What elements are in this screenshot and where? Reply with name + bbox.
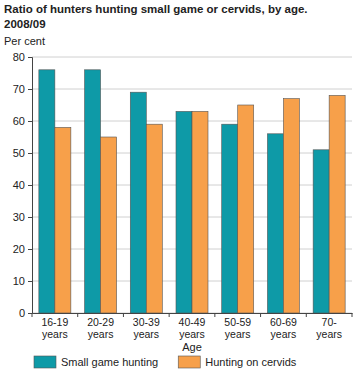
bar (39, 70, 55, 313)
bar (192, 111, 208, 313)
y-axis-title: Per cent (4, 35, 45, 47)
bars (39, 70, 345, 313)
bar (85, 70, 101, 313)
legend-item: Hunting on cervids (178, 356, 297, 368)
legend-label: Small game hunting (61, 356, 158, 368)
y-tick: 80 (13, 51, 32, 63)
y-tick-label: 60 (13, 115, 25, 127)
bar (130, 92, 146, 313)
y-tick: 20 (13, 243, 32, 255)
y-tick-label: 50 (13, 147, 25, 159)
y-axis-line (28, 58, 33, 314)
y-tick-mark (28, 281, 32, 282)
y-tick-mark (28, 249, 32, 250)
y-tick-label: 40 (13, 179, 25, 191)
x-tick: 20-29years (87, 316, 114, 340)
x-separator (32, 313, 33, 317)
y-tick-mark (28, 89, 32, 90)
y-tick-label: 70 (13, 83, 25, 95)
y-tick: 50 (13, 147, 32, 159)
y-tick-label: 0 (19, 307, 25, 319)
x-tick-label: 70-years (316, 316, 342, 340)
x-axis-line (33, 313, 353, 314)
plot: 0 10 20 30 40 50 60 70 80 16-19years 20-29years 30-… (13, 51, 353, 340)
x-tick: 70-years (316, 316, 342, 340)
y-tick-mark (28, 153, 32, 154)
x-separator (123, 313, 124, 317)
legend-item: Small game hunting (34, 356, 158, 368)
y-tick: 30 (13, 211, 32, 223)
legend-label: Hunting on cervids (205, 356, 297, 368)
y-tick-label: 30 (13, 211, 25, 223)
legend-swatch (34, 356, 56, 368)
x-tick: 16-19years (41, 316, 68, 340)
y-tick-label: 20 (13, 243, 25, 255)
grid (32, 57, 352, 313)
bar (101, 137, 117, 313)
x-separator (352, 313, 353, 317)
legend-swatch (178, 356, 200, 368)
y-tick-label: 80 (13, 51, 25, 63)
y-tick: 40 (13, 179, 32, 191)
x-tick: 40-49years (179, 316, 206, 340)
y-tick: 60 (13, 115, 32, 127)
x-separator (214, 313, 215, 317)
y-tick-mark (28, 121, 32, 122)
y-tick: 0 (19, 307, 32, 319)
bar (176, 111, 192, 313)
y-axis: 0 10 20 30 40 50 60 70 80 (13, 51, 33, 319)
x-axis: 16-19years 20-29years 30-39years 40-49years… (32, 313, 353, 340)
chart: Ratio of hunters hunting small game or c… (0, 0, 363, 375)
x-tick: 50-59years (224, 316, 251, 340)
x-axis-title: Age (182, 341, 202, 353)
y-tick: 10 (13, 275, 32, 287)
x-separator (169, 313, 170, 317)
bar (329, 95, 345, 313)
bar (283, 99, 299, 313)
legend: Small game hunting Hunting on cervids (34, 356, 297, 368)
x-separator (260, 313, 261, 317)
bar (55, 127, 71, 313)
bar (222, 124, 238, 313)
bar (267, 134, 283, 313)
x-tick: 60-69years (270, 316, 297, 340)
y-tick-mark (28, 57, 32, 58)
grid-line (32, 57, 352, 58)
x-separator (77, 313, 78, 317)
title: Ratio of hunters hunting small game or c… (4, 3, 308, 15)
x-tick-label: 40-49years (179, 316, 206, 340)
bar (313, 150, 329, 313)
grid-line (32, 89, 352, 90)
x-tick-label: 50-59years (224, 316, 251, 340)
subtitle: 2008/09 (4, 18, 46, 30)
y-tick-label: 10 (13, 275, 25, 287)
y-tick: 70 (13, 83, 32, 95)
x-separator (306, 313, 307, 317)
x-tick-label: 20-29years (87, 316, 114, 340)
y-tick-mark (28, 313, 32, 314)
x-tick: 30-39years (133, 316, 160, 340)
y-tick-mark (28, 185, 32, 186)
x-tick-label: 16-19years (41, 316, 68, 340)
x-tick-label: 60-69years (270, 316, 297, 340)
bar (146, 124, 162, 313)
bar (238, 105, 254, 313)
x-tick-label: 30-39years (133, 316, 160, 340)
y-tick-mark (28, 217, 32, 218)
